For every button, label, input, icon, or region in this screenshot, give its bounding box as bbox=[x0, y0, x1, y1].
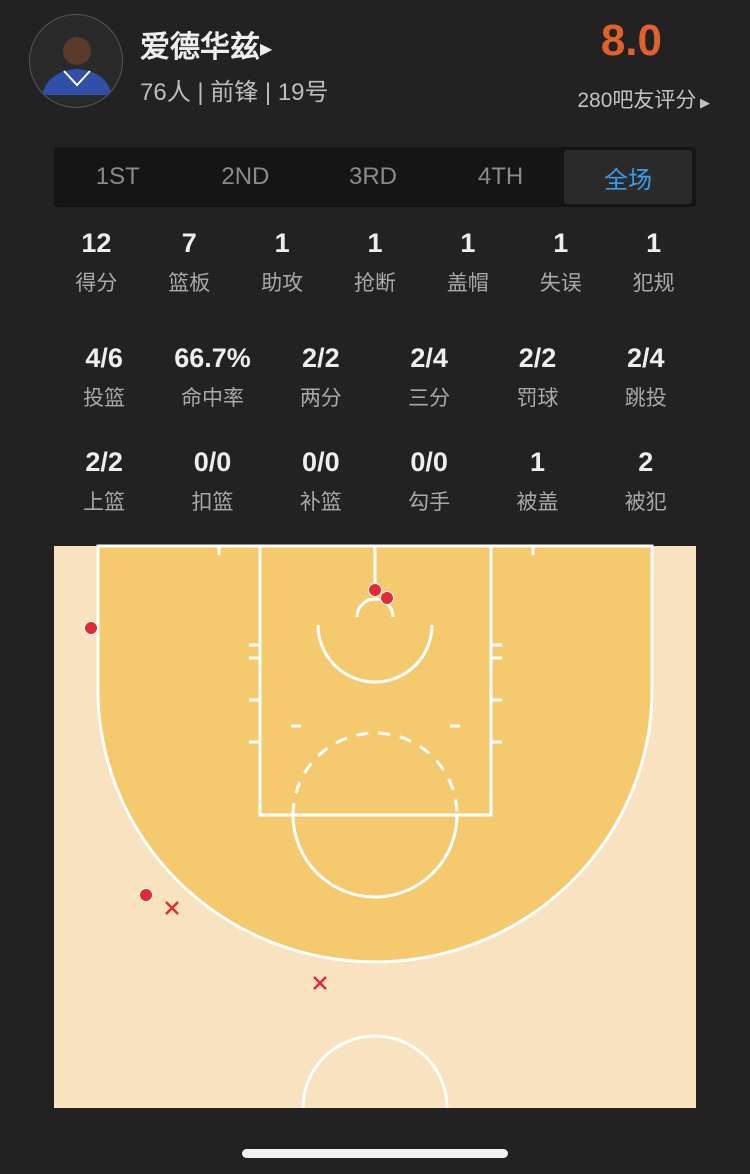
stat-item: 2/2 上篮 bbox=[50, 447, 158, 516]
stat-item: 1 助攻 bbox=[236, 228, 329, 297]
made-shot-marker bbox=[139, 888, 153, 902]
stat-value: 1 bbox=[553, 228, 569, 258]
stat-item: 2 被犯 bbox=[592, 447, 700, 516]
stat-label: 罚球 bbox=[516, 387, 559, 410]
stat-label: 投篮 bbox=[83, 387, 126, 410]
stat-item: 1 盖帽 bbox=[421, 228, 514, 297]
made-shot-marker bbox=[368, 583, 382, 597]
tab-1st[interactable]: 1ST bbox=[95, 163, 140, 190]
stat-value: 1 bbox=[646, 228, 662, 258]
stat-item: 0/0 勾手 bbox=[375, 447, 483, 516]
stat-item: 4/6 投篮 bbox=[50, 343, 158, 412]
stat-label: 篮板 bbox=[168, 272, 211, 295]
stat-label: 两分 bbox=[299, 387, 342, 410]
player-name: 爱德华兹 bbox=[140, 31, 260, 64]
stat-value: 0/0 bbox=[302, 447, 340, 477]
stat-label: 上篮 bbox=[83, 491, 126, 514]
stat-value: 1 bbox=[529, 447, 545, 477]
stat-label: 跳投 bbox=[624, 387, 667, 410]
stat-item: 1 抢断 bbox=[329, 228, 422, 297]
stat-item: 7 篮板 bbox=[143, 228, 236, 297]
stat-value: 1 bbox=[274, 228, 290, 258]
stat-label: 被盖 bbox=[516, 491, 559, 514]
home-indicator[interactable] bbox=[242, 1149, 508, 1158]
stat-label: 盖帽 bbox=[446, 272, 489, 295]
stat-value: 1 bbox=[367, 228, 383, 258]
stat-value: 66.7% bbox=[174, 343, 251, 373]
votes-label: 280吧友评分 bbox=[577, 89, 697, 112]
stat-label: 扣篮 bbox=[191, 491, 234, 514]
stat-label: 三分 bbox=[408, 387, 451, 410]
missed-shot-marker bbox=[313, 976, 327, 990]
stats-row-shooting: 4/6 投篮 66.7% 命中率 2/2 两分 2/4 三分 2/2 罚球 2/4 跳投 bbox=[50, 343, 700, 412]
stat-item: 1 被盖 bbox=[483, 447, 591, 516]
stat-label: 命中率 bbox=[180, 387, 244, 410]
center-circle bbox=[301, 1034, 449, 1109]
stat-item: 2/2 罚球 bbox=[483, 343, 591, 412]
player-avatar bbox=[29, 14, 123, 108]
stat-value: 2 bbox=[638, 447, 654, 477]
stat-value: 2/2 bbox=[302, 343, 340, 373]
stat-item: 0/0 补篮 bbox=[267, 447, 375, 516]
tab-2nd[interactable]: 2ND bbox=[221, 163, 270, 190]
stat-value: 12 bbox=[81, 228, 112, 258]
stat-value: 2/4 bbox=[410, 343, 448, 373]
three-point-area bbox=[96, 544, 654, 964]
player-info: 76人 | 前锋 | 19号 bbox=[140, 79, 329, 106]
stat-value: 2/4 bbox=[627, 343, 665, 373]
rating-votes-link[interactable]: 280吧友评分 ▶ bbox=[577, 84, 710, 114]
stat-value: 4/6 bbox=[85, 343, 123, 373]
stat-label: 抢断 bbox=[354, 272, 396, 295]
player-name-link[interactable]: 爱德华兹▶ bbox=[140, 22, 272, 66]
period-tabs: 1ST 2ND 3RD 4TH 全场 bbox=[54, 147, 696, 207]
stat-item: 1 失误 bbox=[514, 228, 607, 297]
tab-4th[interactable]: 4TH bbox=[477, 163, 524, 190]
restricted-area bbox=[316, 624, 434, 684]
stat-label: 失误 bbox=[539, 272, 582, 295]
stat-value: 2/2 bbox=[85, 447, 123, 477]
missed-shot-marker bbox=[165, 901, 179, 915]
stat-label: 被犯 bbox=[624, 491, 667, 514]
stat-label: 助攻 bbox=[261, 272, 304, 295]
stat-item: 0/0 扣篮 bbox=[158, 447, 266, 516]
stat-item: 2/2 两分 bbox=[267, 343, 375, 412]
stat-item: 12 得分 bbox=[50, 228, 143, 297]
stat-item: 2/4 三分 bbox=[375, 343, 483, 412]
tab-full-game[interactable]: 全场 bbox=[564, 150, 692, 204]
stat-label: 补篮 bbox=[299, 491, 342, 514]
player-rating: 8.0 bbox=[600, 16, 662, 65]
stat-label: 勾手 bbox=[408, 491, 451, 514]
made-shot-marker bbox=[84, 621, 98, 635]
rim bbox=[355, 597, 395, 618]
stat-value: 7 bbox=[181, 228, 197, 258]
play-arrow-icon: ▶ bbox=[260, 41, 273, 59]
made-shot-marker bbox=[380, 591, 394, 605]
tab-3rd[interactable]: 3RD bbox=[348, 163, 397, 190]
stat-value: 0/0 bbox=[410, 447, 448, 477]
stats-row-basic: 12 得分 7 篮板 1 助攻 1 抢断 1 盖帽 1 失误 1 犯规 bbox=[50, 228, 700, 297]
free-throw-circle bbox=[291, 814, 459, 899]
play-arrow-icon: ▶ bbox=[696, 95, 710, 110]
stat-item: 2/4 跳投 bbox=[592, 343, 700, 412]
stat-item: 1 犯规 bbox=[607, 228, 700, 297]
stat-item: 66.7% 命中率 bbox=[158, 343, 266, 412]
stat-label: 得分 bbox=[75, 272, 118, 295]
stats-row-shot-types: 2/2 上篮 0/0 扣篮 0/0 补篮 0/0 勾手 1 被盖 2 被犯 bbox=[50, 447, 700, 516]
stat-value: 0/0 bbox=[193, 447, 232, 477]
stat-value: 2/2 bbox=[518, 343, 557, 373]
stat-label: 犯规 bbox=[632, 272, 675, 295]
stat-value: 1 bbox=[460, 228, 476, 258]
